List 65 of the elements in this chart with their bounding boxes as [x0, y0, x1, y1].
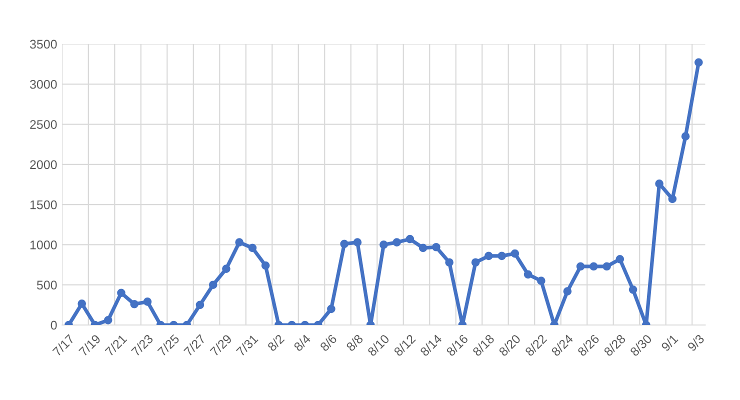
x-tick-label: 7/25 [156, 334, 180, 357]
x-tick-label: 8/18 [472, 334, 495, 357]
point [471, 258, 480, 267]
point [576, 262, 585, 271]
x-tick-label: 8/20 [498, 334, 522, 357]
point [340, 240, 348, 248]
point [327, 304, 336, 314]
point [380, 240, 388, 249]
point [484, 252, 493, 260]
point [694, 58, 703, 67]
point [668, 194, 677, 204]
point [445, 258, 454, 267]
point [353, 238, 362, 246]
y-tick-label: 500 [36, 280, 57, 290]
point [616, 255, 624, 264]
point [655, 180, 664, 188]
point [510, 249, 520, 258]
x-tick-label: 8/4 [293, 334, 312, 352]
x-tick-label: 8/2 [266, 334, 285, 352]
point [590, 262, 598, 271]
point [628, 286, 638, 294]
point [524, 270, 532, 279]
point [117, 288, 126, 298]
point [432, 242, 440, 252]
x-tick-label: 8/28 [603, 334, 626, 357]
point [222, 264, 230, 273]
x-tick-label: 7/19 [78, 334, 102, 357]
point [537, 276, 546, 286]
x-tick-label: 8/22 [524, 334, 548, 357]
y-tick-label: 0 [50, 320, 57, 330]
point [602, 262, 611, 271]
point [392, 238, 401, 246]
y-tick-label: 2000 [30, 160, 57, 170]
y-tick-label: 1500 [30, 200, 57, 210]
x-tick-label: 8/30 [629, 334, 652, 357]
x-tick-label: 9/1 [660, 334, 678, 352]
point [130, 300, 139, 308]
point [418, 244, 428, 252]
point [563, 287, 572, 296]
x-tick-label: 7/29 [209, 334, 232, 357]
x-tick-label: 8/12 [393, 334, 416, 357]
x-tick-label: 9/3 [686, 334, 705, 352]
point [261, 261, 270, 270]
x-tick-label: 7/23 [130, 334, 154, 357]
point [208, 280, 218, 290]
point [235, 238, 244, 246]
x-tick-label: 8/10 [366, 334, 390, 357]
point [78, 300, 86, 308]
point [406, 234, 414, 244]
point [498, 252, 506, 260]
y-tick-label: 3000 [30, 80, 57, 89]
point [143, 298, 152, 306]
y-tick-label: 3500 [30, 40, 57, 49]
x-tick-label: 8/16 [446, 334, 469, 357]
x-tick-label: 8/26 [576, 334, 600, 357]
y-tick-label: 1000 [30, 240, 57, 250]
point [196, 300, 204, 310]
point [248, 244, 257, 252]
point [681, 132, 690, 140]
x-tick-label: 8/8 [346, 334, 364, 352]
x-tick-label: 8/6 [319, 334, 338, 352]
x-tick-label: 7/21 [104, 334, 128, 357]
point [104, 316, 112, 324]
y-tick-label: 2500 [30, 120, 57, 129]
x-tick-label: 7/31 [236, 334, 259, 357]
